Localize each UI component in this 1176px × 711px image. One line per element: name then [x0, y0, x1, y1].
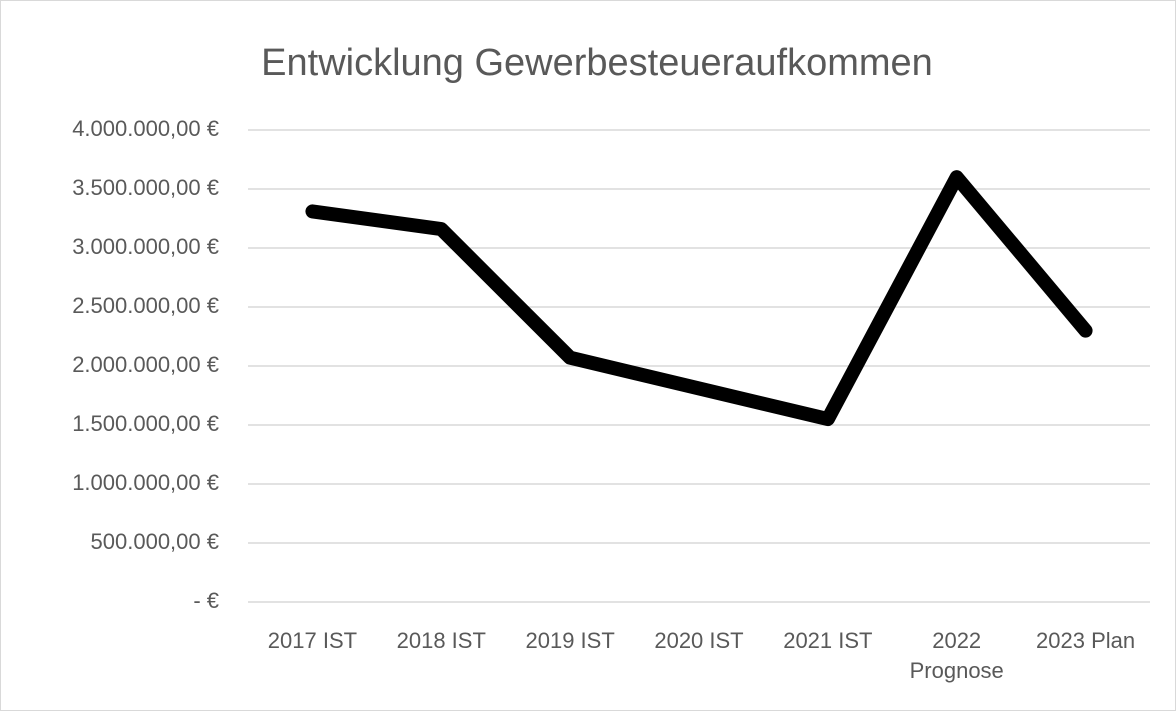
y-tick-label: 500.000,00 € [91, 529, 219, 554]
y-tick-label: 2.500.000,00 € [72, 293, 219, 318]
y-tick-label: 3.000.000,00 € [72, 234, 219, 259]
x-tick-label: 2017 IST [267, 628, 358, 653]
y-tick-label: 4.000.000,00 € [72, 116, 219, 141]
x-tick-label: 2023 Plan [1036, 628, 1136, 653]
y-tick-label: 2.000.000,00 € [72, 352, 219, 377]
x-tick-label: 2022 Prognose [909, 628, 1004, 683]
x-tick-label: 2018 IST [396, 628, 486, 653]
chart-title: Entwicklung Gewerbesteueraufkommen [261, 42, 933, 84]
y-tick-label: 3.500.000,00 € [72, 175, 219, 200]
x-tick-label: 2020 IST [654, 628, 744, 653]
x-tick-label: 2021 IST [783, 628, 873, 653]
line [305, 170, 1093, 427]
y-tick-label: - € [193, 588, 219, 613]
x-tick-label: 2019 IST [525, 628, 615, 653]
y-tick-label: 1.500.000,00 € [72, 411, 219, 436]
y-tick-label: 1.000.000,00 € [72, 470, 219, 495]
